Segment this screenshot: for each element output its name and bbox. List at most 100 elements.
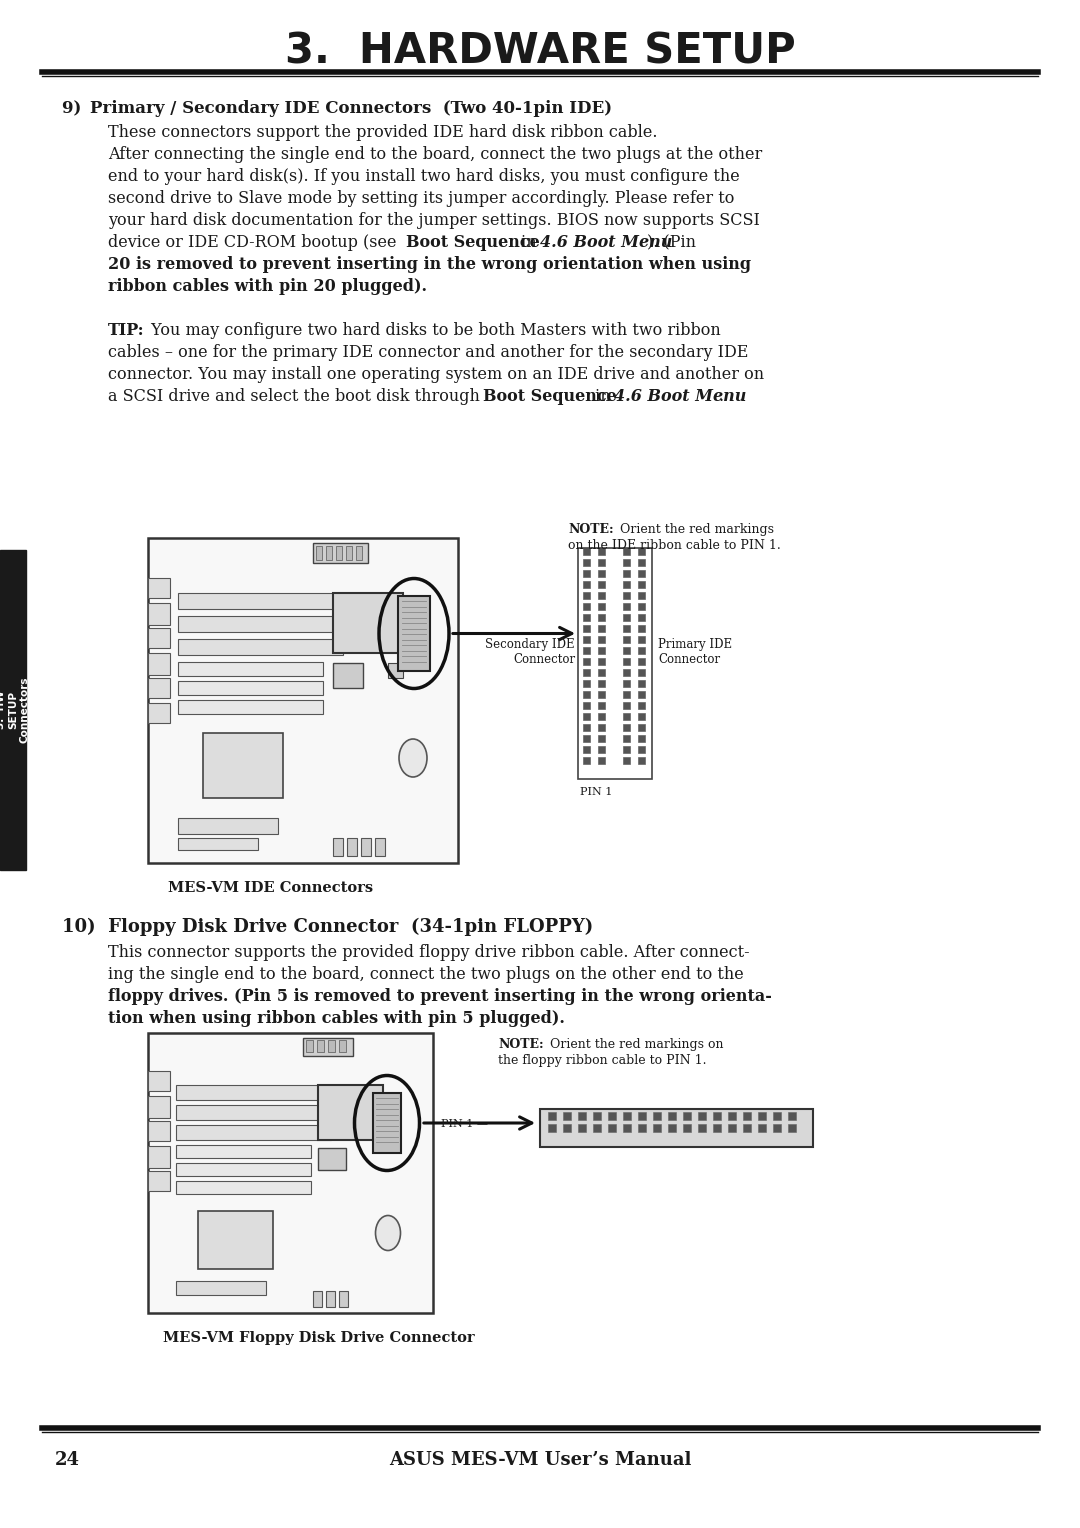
Bar	[178, 639, 343, 656]
Bar	[583, 756, 590, 764]
Bar	[758, 1112, 766, 1120]
Text: floppy drives. (Pin 5 is removed to prevent inserting in the wrong orienta-: floppy drives. (Pin 5 is removed to prev…	[108, 989, 772, 1005]
Bar	[148, 1071, 170, 1091]
Bar	[583, 625, 590, 633]
Bar	[326, 1291, 335, 1306]
Bar	[346, 545, 352, 559]
Text: .: .	[719, 388, 724, 405]
Text: Orient the red markings: Orient the red markings	[616, 523, 774, 536]
Text: 20 is removed to prevent inserting in the wrong orientation when using: 20 is removed to prevent inserting in th…	[108, 257, 751, 274]
Bar	[638, 570, 645, 578]
Bar	[623, 636, 630, 643]
Bar	[638, 625, 645, 633]
Bar	[583, 691, 590, 698]
Text: your hard disk documentation for the jumper settings. BIOS now supports SCSI: your hard disk documentation for the jum…	[108, 212, 760, 229]
Bar	[638, 746, 645, 753]
Text: on the IDE ribbon cable to PIN 1.: on the IDE ribbon cable to PIN 1.	[568, 539, 781, 552]
Bar	[698, 1125, 706, 1132]
Bar	[583, 614, 590, 620]
Bar	[773, 1125, 781, 1132]
Bar	[713, 1125, 721, 1132]
Bar	[598, 691, 605, 698]
Text: ribbon cables with pin 20 plugged).: ribbon cables with pin 20 plugged).	[108, 278, 427, 295]
Bar	[623, 1112, 631, 1120]
Bar	[318, 1085, 383, 1140]
Bar	[578, 1125, 586, 1132]
Bar	[638, 1112, 646, 1120]
Bar	[313, 1291, 322, 1306]
Bar	[583, 701, 590, 709]
Bar	[788, 1112, 796, 1120]
Bar	[583, 559, 590, 565]
Bar	[598, 570, 605, 578]
Bar	[728, 1112, 735, 1120]
Bar	[388, 663, 403, 678]
Bar	[623, 604, 630, 610]
Bar	[743, 1125, 751, 1132]
Text: Primary / Secondary IDE Connectors  (Two 40-1pin IDE): Primary / Secondary IDE Connectors (Two …	[90, 99, 612, 118]
Ellipse shape	[399, 740, 427, 778]
Bar	[638, 714, 645, 720]
Bar	[598, 549, 605, 555]
Text: These connectors support the provided IDE hard disk ribbon cable.: These connectors support the provided ID…	[108, 124, 658, 141]
Bar	[638, 549, 645, 555]
Bar	[593, 1125, 600, 1132]
Bar	[148, 1096, 170, 1118]
Bar	[623, 669, 630, 675]
Text: 10)  Floppy Disk Drive Connector  (34-1pin FLOPPY): 10) Floppy Disk Drive Connector (34-1pin…	[62, 918, 593, 937]
Bar	[623, 559, 630, 565]
Bar	[198, 1212, 273, 1268]
Bar	[148, 538, 458, 863]
Bar	[583, 581, 590, 588]
Bar	[598, 625, 605, 633]
Bar	[361, 837, 372, 856]
Bar	[638, 724, 645, 730]
Bar	[148, 652, 170, 675]
Bar	[148, 604, 170, 625]
Bar	[638, 604, 645, 610]
Text: PIN 1 —: PIN 1 —	[441, 1118, 488, 1129]
Bar	[598, 669, 605, 675]
Bar	[328, 1041, 335, 1051]
Bar	[638, 659, 645, 665]
Bar	[375, 837, 384, 856]
Bar	[598, 746, 605, 753]
Bar	[583, 570, 590, 578]
Text: 4.6 Boot Menu: 4.6 Boot Menu	[540, 234, 673, 251]
Text: tion when using ribbon cables with pin 5 plugged).: tion when using ribbon cables with pin 5…	[108, 1010, 565, 1027]
Text: MES-VM Floppy Disk Drive Connector: MES-VM Floppy Disk Drive Connector	[163, 1331, 474, 1345]
Bar	[178, 837, 258, 850]
Text: in: in	[516, 234, 542, 251]
Bar	[728, 1125, 735, 1132]
Text: NOTE:: NOTE:	[498, 1038, 543, 1051]
Bar	[176, 1280, 266, 1296]
Bar	[598, 724, 605, 730]
FancyArrowPatch shape	[423, 1117, 531, 1129]
Bar	[638, 636, 645, 643]
Bar	[598, 714, 605, 720]
Bar	[583, 659, 590, 665]
Bar	[0, 550, 26, 869]
Bar	[653, 1125, 661, 1132]
Bar	[583, 549, 590, 555]
Bar	[318, 1148, 346, 1170]
Bar	[598, 735, 605, 743]
Bar	[178, 817, 278, 834]
Text: a SCSI drive and select the boot disk through: a SCSI drive and select the boot disk th…	[108, 388, 485, 405]
Bar	[669, 1112, 676, 1120]
Bar	[399, 596, 430, 671]
Bar	[356, 545, 362, 559]
Bar	[148, 1033, 433, 1313]
Bar	[698, 1112, 706, 1120]
Bar	[176, 1163, 311, 1177]
Bar	[148, 703, 170, 723]
Bar	[326, 545, 332, 559]
Bar	[758, 1125, 766, 1132]
Bar	[540, 1109, 813, 1148]
Bar	[203, 733, 283, 798]
Bar	[743, 1112, 751, 1120]
Bar	[306, 1041, 313, 1051]
Bar	[583, 714, 590, 720]
Text: 9): 9)	[62, 99, 93, 118]
Text: NOTE:: NOTE:	[568, 523, 613, 536]
